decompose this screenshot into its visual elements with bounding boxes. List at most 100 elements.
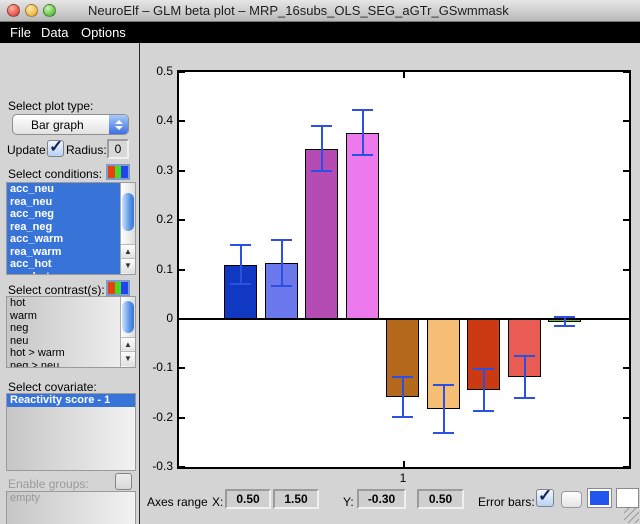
minimize-button[interactable] — [25, 4, 38, 17]
list-item[interactable]: neg — [10, 322, 29, 334]
title-bar: NeuroElf – GLM beta plot – MRP_16subs_OL… — [0, 0, 640, 22]
list-item[interactable]: Reactivity score - 1 — [7, 394, 135, 407]
scroll-down-icon[interactable]: ▼ — [121, 351, 135, 366]
error-bar-whisker — [361, 110, 364, 156]
error-bar-cap — [271, 238, 292, 241]
list-item[interactable]: rea_warm — [7, 245, 120, 258]
contrasts-scrollbar[interactable]: ▲ ▼ — [120, 297, 135, 367]
error-bar-cap — [311, 125, 332, 128]
y-tick — [179, 268, 185, 271]
y-tick-label: -0.1 — [152, 360, 173, 375]
conditions-scrollbar[interactable]: ▲ ▼ — [120, 183, 135, 274]
contrasts-list[interactable]: hot warm neg neu hot > warm neg > neu ▲ ▼ — [6, 296, 136, 368]
x-min-input[interactable] — [225, 489, 271, 509]
y-min-input[interactable] — [357, 489, 406, 509]
y-tick — [179, 466, 185, 468]
error-bar-cap — [311, 169, 332, 172]
error-bars-checkbox[interactable] — [536, 486, 554, 507]
y-range-label: Y: — [343, 495, 354, 509]
error-bar-whisker — [320, 126, 323, 171]
menu-file[interactable]: File — [10, 25, 31, 40]
error-bars-option-button[interactable] — [561, 491, 582, 508]
green-stripe-icon — [114, 166, 122, 178]
green-stripe-icon — [114, 282, 122, 294]
contrasts-items: hot warm neg neu hot > warm neg > neu — [7, 297, 120, 367]
y-tick-label: 0.2 — [156, 212, 173, 227]
zoom-button[interactable] — [43, 4, 56, 17]
conditions-color-button[interactable] — [106, 164, 130, 180]
list-item[interactable]: empty — [10, 492, 40, 504]
resize-grip-icon[interactable] — [624, 508, 639, 523]
bar-edge-color-swatch[interactable] — [616, 488, 639, 508]
y-tick-label: 0 — [166, 310, 173, 325]
plot-type-value: Bar graph — [31, 118, 84, 132]
list-item[interactable]: acc_neg — [7, 208, 120, 221]
red-stripe-icon — [108, 166, 115, 178]
contrasts-label: Select contrast(s): — [8, 283, 105, 297]
chart-panel: 0.5 0.4 0.3 0.2 0.1 0 -0.1 -0.2 -0.3 1 Axes range… — [140, 43, 640, 524]
list-item[interactable]: acc_hot — [7, 258, 120, 271]
update-checkbox[interactable] — [47, 137, 64, 157]
error-bar-cap — [230, 243, 251, 246]
scrollbar-thumb[interactable] — [122, 193, 134, 231]
y-tick-label: -0.2 — [152, 409, 173, 424]
y-tick — [179, 317, 185, 320]
menu-data[interactable]: Data — [41, 25, 69, 40]
error-bar-cap — [554, 325, 575, 328]
list-item[interactable]: warm — [10, 309, 37, 322]
error-bar-cap — [514, 396, 535, 399]
y-max-input[interactable] — [417, 489, 464, 509]
list-item[interactable]: neu — [10, 334, 29, 347]
conditions-list[interactable]: acc_neu rea_neu acc_neg rea_neg acc_warm rea_… — [6, 182, 136, 275]
groups-items: empty — [7, 492, 135, 524]
scroll-down-icon[interactable]: ▼ — [121, 258, 135, 273]
blue-stripe-icon — [121, 166, 129, 178]
x-max-input[interactable] — [273, 489, 319, 509]
scroll-up-icon[interactable]: ▲ — [121, 244, 135, 259]
x-range-label: X: — [212, 495, 224, 509]
scrollbar-thumb[interactable] — [122, 301, 134, 333]
error-bar-cap — [392, 416, 413, 419]
error-bar-cap — [352, 109, 373, 112]
red-stripe-icon — [108, 282, 115, 294]
y-tick — [179, 71, 185, 73]
x-tick — [403, 72, 405, 78]
error-bar-color-swatch[interactable] — [587, 488, 612, 508]
list-item[interactable]: acc_neu — [7, 183, 120, 196]
y-tick — [623, 416, 629, 419]
list-item[interactable]: rea_hot — [7, 270, 120, 274]
list-item[interactable]: hot > warm — [10, 347, 65, 359]
bar — [305, 148, 338, 319]
enable-groups-label: Enable groups: — [8, 477, 89, 491]
error-bar-cap — [392, 375, 413, 378]
plot-type-select[interactable]: Bar graph — [12, 114, 129, 135]
y-tick — [623, 367, 629, 370]
menu-options[interactable]: Options — [81, 25, 126, 40]
list-item[interactable]: rea_neg — [7, 220, 120, 233]
covariate-label: Select covariate: — [8, 380, 97, 394]
list-item[interactable]: hot — [10, 297, 26, 309]
contrasts-color-button[interactable] — [106, 280, 130, 296]
list-item[interactable]: neg > neu — [10, 359, 60, 368]
scroll-up-icon[interactable]: ▲ — [121, 337, 135, 352]
radius-label: Radius: — [66, 143, 107, 157]
error-bar-cap — [352, 154, 373, 157]
window-title: NeuroElf – GLM beta plot – MRP_16subs_OL… — [88, 3, 509, 18]
y-tick — [623, 466, 629, 468]
radius-input[interactable] — [107, 139, 129, 159]
covariate-list[interactable]: Reactivity score - 1 — [6, 393, 136, 471]
y-tick — [623, 268, 629, 271]
error-bar-cap — [230, 283, 251, 286]
list-item[interactable]: acc_warm — [7, 233, 120, 246]
y-tick-label: 0.5 — [156, 64, 173, 78]
error-bar-whisker — [482, 369, 485, 411]
y-tick-label: 0.3 — [156, 162, 173, 177]
conditions-items: acc_neu rea_neu acc_neg rea_neg acc_warm rea_… — [7, 183, 120, 274]
enable-groups-checkbox[interactable] — [115, 473, 132, 490]
error-bar-cap — [433, 431, 454, 434]
close-button[interactable] — [7, 4, 20, 17]
error-bar-cap — [473, 368, 494, 371]
y-tick — [179, 367, 185, 370]
list-item[interactable]: rea_neu — [7, 195, 120, 208]
